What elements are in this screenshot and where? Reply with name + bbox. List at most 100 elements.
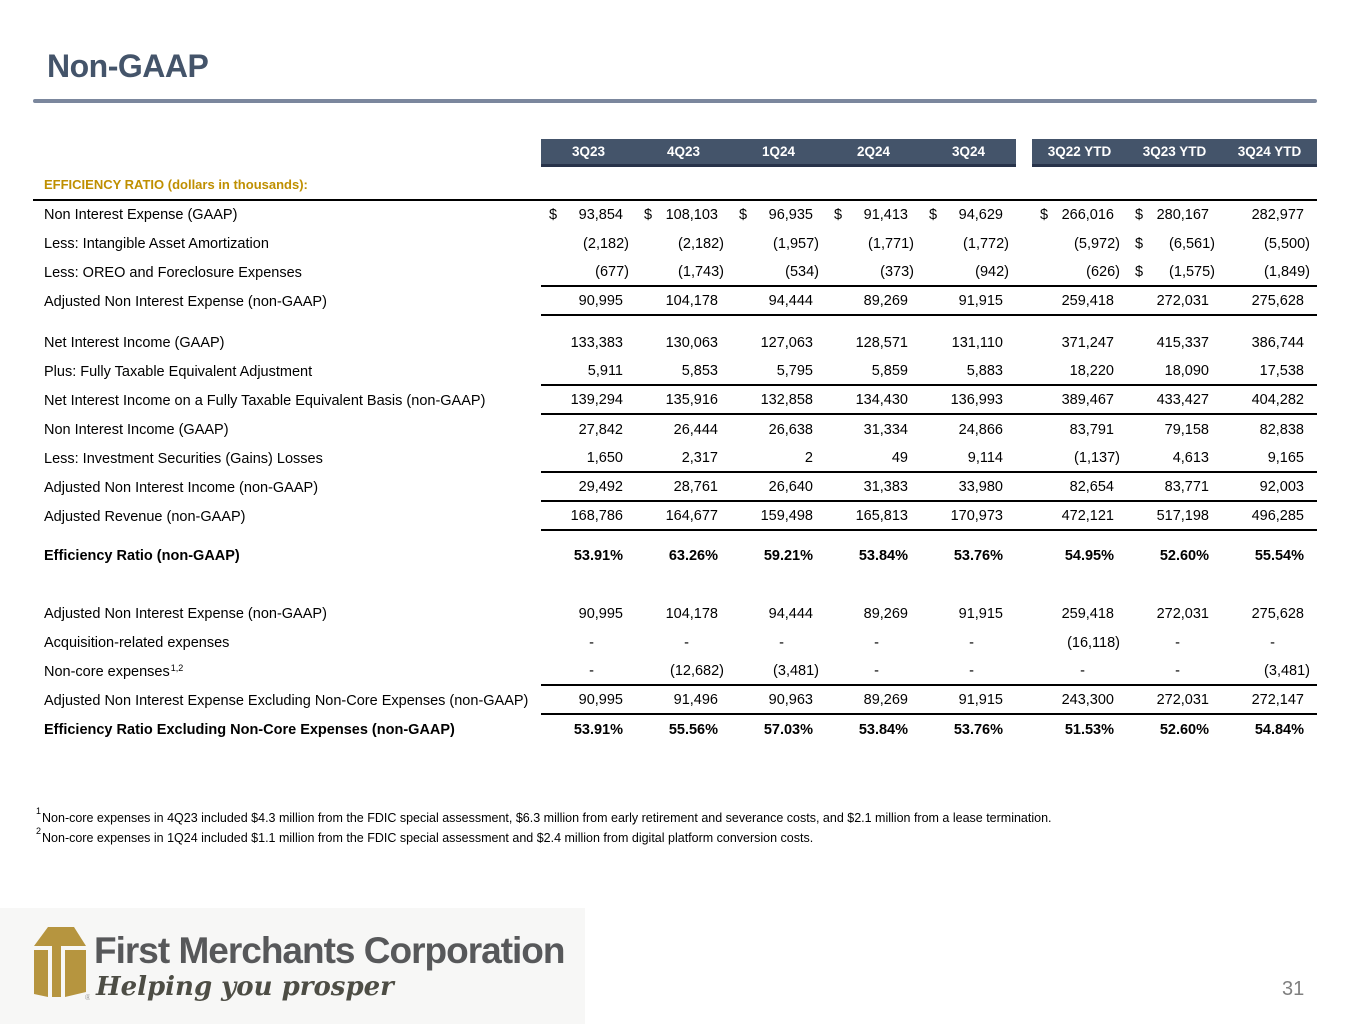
cell-value: (373) [826, 258, 921, 287]
cell-value: - [921, 657, 1016, 686]
cell-value: (534) [731, 258, 826, 287]
table-row: Adjusted Revenue (non-GAAP) 168,786 164,67… [33, 502, 1317, 531]
cell-value: (12,682) [636, 657, 731, 686]
row-label: Adjusted Non Interest Expense Excluding … [44, 692, 529, 709]
cell-value: (2,182) [583, 235, 629, 252]
cell-value: (1,849) [1222, 258, 1317, 287]
footnote: 1Non-core expenses in 4Q23 included $4.3… [36, 805, 1052, 825]
cell-value: 17,538 [1222, 357, 1317, 386]
row-label: Adjusted Revenue (non-GAAP) [44, 508, 246, 525]
column-gap [1016, 328, 1032, 357]
cell-value: 33,980 [921, 473, 1016, 502]
cell-value: (677) [541, 258, 636, 287]
dollar-sign: $ [1135, 206, 1144, 223]
cell-value: 90,995 [541, 686, 636, 715]
cell-value: (942) [921, 258, 1016, 287]
row-label: Adjusted Non Interest Income (non-GAAP) [44, 479, 319, 496]
cell-value: 415,337 [1156, 334, 1209, 351]
cell-value: 371,247 [1061, 334, 1114, 351]
cell-value: 52.60% [1159, 547, 1209, 564]
cell-value: 272,031 [1127, 287, 1222, 316]
cell-value: 92,003 [1222, 473, 1317, 502]
cell-value: 79,158 [1164, 421, 1209, 438]
table-section: Adjusted Non Interest Expense (non-GAAP)… [33, 599, 1317, 744]
logo-tagline: Helping you prosper [96, 972, 394, 1002]
cell-value: 282,977 [1251, 206, 1304, 223]
cell-value: 91,915 [958, 605, 1003, 622]
cell-value: 90,963 [731, 686, 826, 715]
cell-value: - [1032, 657, 1127, 686]
table-row: Less: Investment Securities (Gains) Loss… [33, 444, 1317, 473]
cell-value: $91,413 [834, 206, 908, 223]
cell-value: - [684, 634, 689, 651]
row-label: Efficiency Ratio (non-GAAP) [44, 547, 240, 564]
cell-value: 52.60% [1159, 721, 1209, 738]
table-row: Efficiency Ratio Excluding Non-Core Expe… [33, 715, 1317, 744]
cell-value: 82,654 [1032, 473, 1127, 502]
table-section: Net Interest Income (GAAP) 133,383 130,063… [33, 328, 1317, 531]
cell-value: - [969, 634, 974, 651]
cell-value: 4,613 [1127, 444, 1222, 473]
cell-value: 5,795 [731, 357, 826, 386]
cell-value: $96,935 [739, 206, 813, 223]
cell-value: 90,995 [578, 605, 623, 622]
dollar-sign: $ [1135, 235, 1144, 252]
cell-value: 275,628 [1222, 287, 1317, 316]
table-column-headers: 3Q23 4Q23 1Q24 2Q24 3Q24 3Q22 YTD 3Q23 YTD 3Q24… [33, 139, 1317, 167]
cell-value: 386,744 [1251, 334, 1304, 351]
cell-value: 131,110 [951, 334, 1003, 351]
dollar-sign: $ [929, 206, 938, 223]
cell-value: 9,165 [1222, 444, 1317, 473]
cell-value: - [589, 634, 594, 651]
cell-value: 89,269 [863, 605, 908, 622]
table-row: Adjusted Non Interest Expense (non-GAAP)… [33, 287, 1317, 316]
column-header: 2Q24 [826, 139, 921, 167]
table-row: Net Interest Income (GAAP) 133,383 130,063… [33, 328, 1317, 357]
table-section: Efficiency Ratio (non-GAAP) 53.91% 63.26% 5… [33, 541, 1317, 570]
dollar-sign: $ [549, 206, 558, 223]
cell-value: - [826, 657, 921, 686]
dollar-sign: $ [834, 206, 843, 223]
cell-value: 2 [731, 444, 826, 473]
row-label: Efficiency Ratio Excluding Non-Core Expe… [44, 721, 455, 738]
dollar-sign: $ [1040, 206, 1049, 223]
row-label: Less: OREO and Foreclosure Expenses [44, 264, 302, 281]
cell-value: - [874, 634, 879, 651]
table-row: Efficiency Ratio (non-GAAP) 53.91% 63.26% 5… [33, 541, 1317, 570]
cell-value: 18,220 [1032, 357, 1127, 386]
column-gap [1016, 686, 1032, 715]
cell-value: 128,571 [855, 334, 908, 351]
company-logo: ® First Merchants Corporation Helping yo… [0, 908, 585, 1024]
cell-value: 53.91% [573, 547, 623, 564]
cell-value: 272,031 [1127, 686, 1222, 715]
row-label: Non Interest Expense (GAAP) [44, 206, 238, 223]
column-gap [1016, 657, 1032, 686]
row-label: Less: Intangible Asset Amortization [44, 235, 269, 252]
cell-value: (5,500) [1264, 235, 1310, 252]
cell-value: 275,628 [1251, 605, 1304, 622]
cell-value: - [541, 657, 636, 686]
cell-value: 5,911 [541, 357, 636, 386]
cell-value: 517,198 [1127, 502, 1222, 531]
cell-value: 389,467 [1032, 386, 1127, 415]
table-row: Plus: Fully Taxable Equivalent Adjustmen… [33, 357, 1317, 386]
table-row: Non-core expenses 1,2- (12,682) (3,481) - - - -… [33, 657, 1317, 686]
column-gap [1016, 229, 1032, 258]
cell-value: (1,137) [1032, 444, 1127, 473]
cell-value: (2,182) [678, 235, 724, 252]
column-gap [1016, 415, 1032, 444]
cell-value: 53.84% [858, 721, 908, 738]
cell-value: 53.84% [858, 547, 908, 564]
cell-value: 53.91% [573, 721, 623, 738]
row-label: Plus: Fully Taxable Equivalent Adjustmen… [44, 363, 313, 380]
column-gap [1016, 541, 1032, 570]
cell-value: 26,638 [768, 421, 813, 438]
cell-value: 94,444 [768, 605, 813, 622]
row-label: Less: Investment Securities (Gains) Loss… [44, 450, 323, 467]
cell-value: 27,842 [578, 421, 623, 438]
table-row: Adjusted Non Interest Expense (non-GAAP)… [33, 599, 1317, 628]
row-label: Non Interest Income (GAAP) [44, 421, 229, 438]
cell-value: (1,743) [636, 258, 731, 287]
cell-value: 132,858 [731, 386, 826, 415]
column-gap [1016, 473, 1032, 502]
